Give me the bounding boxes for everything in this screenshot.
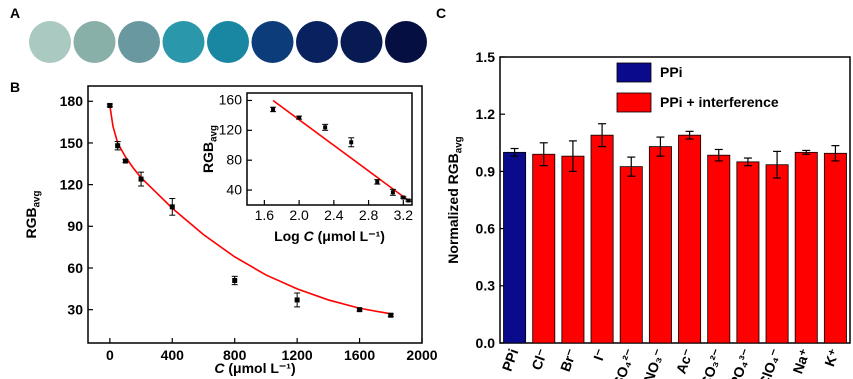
x-tick-label: CO₃²⁻ (697, 347, 726, 379)
data-point (375, 180, 379, 184)
bar (591, 135, 613, 343)
y-axis-label: RGBavg (23, 190, 42, 238)
x-tick-label: 2.0 (289, 207, 309, 223)
y-tick-label: 0.0 (476, 335, 496, 351)
x-tick-label: 0 (106, 347, 114, 363)
bar (679, 135, 701, 343)
y-tick-label: 180 (60, 93, 84, 109)
y-tick-label: 80 (226, 151, 242, 167)
y-tick-label: 160 (219, 92, 243, 108)
data-point (407, 199, 411, 203)
bar (795, 152, 817, 343)
legend-swatch (617, 63, 651, 82)
data-point (115, 143, 120, 148)
x-axis-label-part: (μmol L⁻¹) (314, 228, 385, 244)
fit-line (273, 100, 408, 200)
bar (504, 152, 526, 343)
y-axis-label: Normalized RGBavg (445, 136, 464, 263)
x-tick-label: 1600 (344, 347, 375, 363)
x-axis-label: Log C (μmol L⁻¹) (274, 228, 385, 244)
x-tick-label: Ac⁻ (673, 347, 697, 376)
x-axis-label-part: (μmol L⁻¹) (224, 360, 295, 376)
x-tick-label: ClO₄⁻ (756, 347, 784, 379)
panel-label: C (436, 5, 446, 21)
x-tick-label: Br⁻ (557, 347, 580, 374)
panel-label: A (10, 5, 20, 21)
bar (824, 153, 846, 343)
color-swatch (207, 21, 249, 63)
panel-label: B (10, 79, 20, 95)
y-axis-label-part: RGB (200, 142, 216, 173)
y-tick-label: 120 (219, 122, 243, 138)
color-swatch (252, 21, 294, 63)
y-axis-label-part: RGB (23, 207, 39, 238)
y-tick-label: 1.2 (476, 106, 496, 122)
data-point (170, 204, 175, 209)
y-axis-label-part: avg (453, 136, 464, 153)
bar (649, 147, 671, 343)
data-point (357, 307, 362, 312)
y-tick-label: 0.3 (476, 278, 496, 294)
y-tick-label: 30 (67, 302, 83, 318)
color-swatch (29, 21, 71, 63)
y-tick-label: 0.6 (476, 221, 496, 237)
legend-label: PPi (660, 64, 683, 80)
x-tick-label: 400 (161, 347, 185, 363)
data-point (388, 313, 393, 318)
y-tick-label: 90 (67, 218, 83, 234)
figure: A3060901201501800400800120016002000C (μm… (0, 0, 853, 379)
x-tick-label: Na⁺ (789, 347, 813, 376)
bar (562, 156, 584, 343)
color-swatch (74, 21, 116, 63)
bar (737, 162, 759, 343)
y-tick-label: 120 (60, 177, 84, 193)
color-swatch (385, 21, 427, 63)
color-swatch (118, 21, 160, 63)
bar (766, 165, 788, 343)
bar (708, 155, 730, 343)
data-point (297, 116, 301, 120)
x-tick-label: 1.6 (255, 207, 275, 223)
y-tick-label: 1.5 (476, 49, 496, 65)
x-tick-label: 2.8 (359, 207, 379, 223)
x-axis-label: C (μmol L⁻¹) (214, 360, 295, 376)
legend-swatch (617, 93, 651, 112)
legend-label: PPi + interference (660, 94, 779, 110)
data-point (401, 196, 405, 200)
color-swatch (341, 21, 383, 63)
data-point (271, 107, 275, 111)
x-tick-label: 3.2 (394, 207, 414, 223)
x-tick-label: 2000 (406, 347, 437, 363)
data-point (323, 125, 327, 129)
y-tick-label: 150 (60, 135, 84, 151)
bar (620, 167, 642, 343)
y-axis-label: RGBavg (200, 125, 219, 173)
x-tick-label: SO₄²⁻ (610, 347, 638, 379)
data-point (391, 190, 395, 194)
y-axis-label-part: avg (208, 125, 219, 142)
data-point (349, 140, 353, 144)
data-point (123, 159, 128, 164)
y-axis-label-part: avg (31, 190, 42, 207)
y-tick-label: 40 (226, 181, 242, 197)
x-axis-label-part: Log (274, 228, 304, 244)
color-swatch (163, 21, 205, 63)
bar (533, 154, 555, 343)
x-tick-label: I⁻ (590, 347, 609, 363)
color-swatch (296, 21, 338, 63)
x-tick-label: PO₄³⁻ (726, 347, 754, 379)
y-tick-label: 0.9 (476, 163, 496, 179)
x-tick-label: NO₃⁻ (640, 347, 667, 379)
data-point (295, 297, 300, 302)
data-point (139, 177, 144, 182)
y-axis-label-part: Normalized RGB (445, 153, 461, 263)
data-point (107, 103, 112, 108)
x-tick-label: PPi (499, 347, 522, 374)
fit-line (110, 105, 391, 313)
x-tick-label: K⁺ (821, 347, 842, 369)
x-tick-label: Cl⁻ (528, 347, 550, 373)
y-tick-label: 60 (67, 260, 83, 276)
data-point (232, 278, 237, 283)
x-tick-label: 2.4 (324, 207, 344, 223)
